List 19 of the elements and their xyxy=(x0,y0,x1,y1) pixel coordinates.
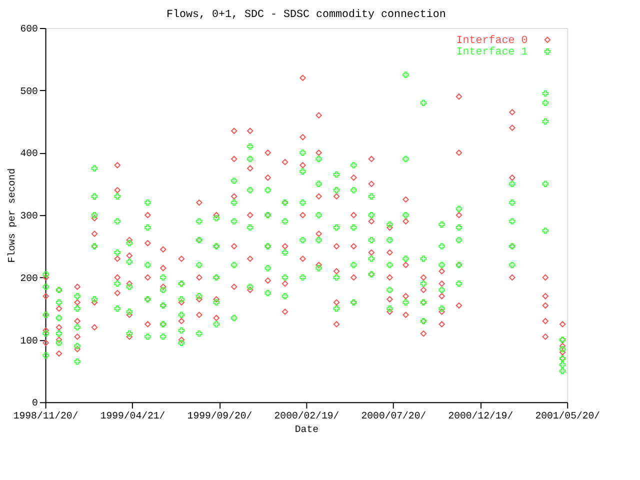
y-tick-label: 0 xyxy=(32,398,38,409)
x-tick-label: 2001/05/20/ xyxy=(535,410,600,422)
x-tick-label: 1999/04/21/ xyxy=(100,410,166,422)
legend-label: Interface 1 xyxy=(456,46,528,59)
y-tick-label: 400 xyxy=(20,148,38,160)
y-tick-label: 100 xyxy=(20,335,38,346)
legend-label: Interface 0 xyxy=(456,34,528,47)
x-tick-label: 1998/11/20/ xyxy=(13,410,78,422)
chart-title: Flows, 0+1, SDC - SDSC commodity connection xyxy=(166,9,446,22)
x-tick-label: 2000/12/19/ xyxy=(448,410,514,422)
y-tick-label: 300 xyxy=(20,210,38,222)
x-tick-label: 2000/07/20/ xyxy=(361,410,426,422)
y-tick-label: 200 xyxy=(20,272,38,284)
y-tick-label: 500 xyxy=(20,86,38,97)
y-axis-title: Flows per second xyxy=(6,168,18,263)
x-axis-title: Date xyxy=(294,424,319,436)
x-tick-label: 1999/09/20/ xyxy=(187,410,252,422)
x-tick-label: 2000/02/19/ xyxy=(274,410,340,422)
y-tick-label: 600 xyxy=(20,23,38,34)
